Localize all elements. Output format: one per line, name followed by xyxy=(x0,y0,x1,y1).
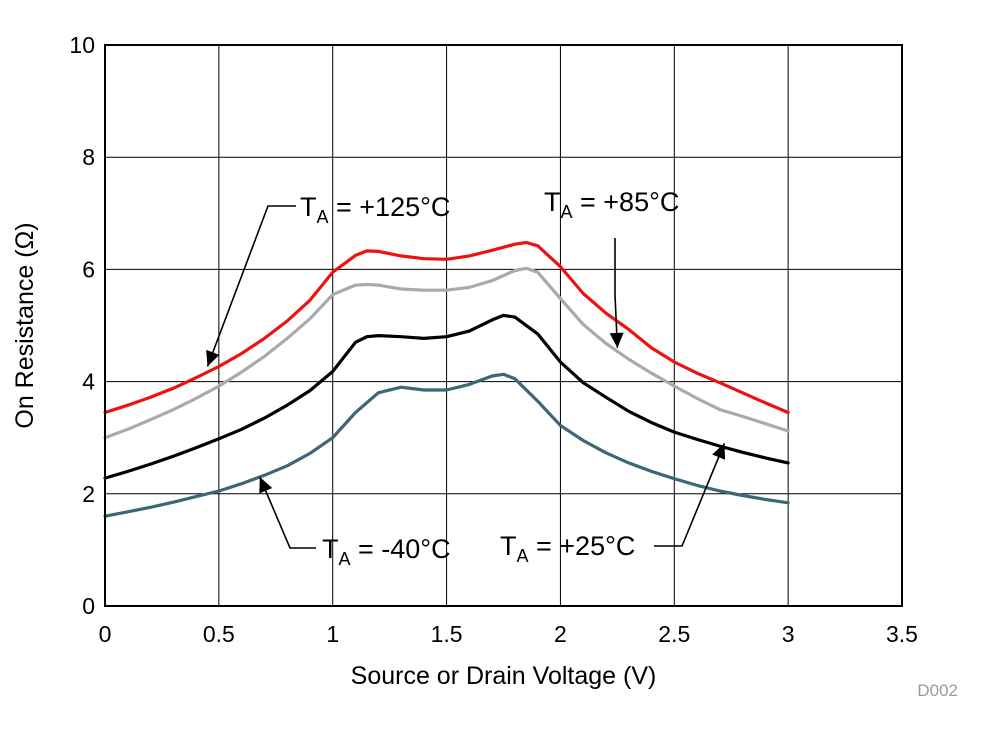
x-tick-label: 1 xyxy=(326,621,339,647)
series-line-ta-40-c xyxy=(103,372,790,518)
annotation-3: TA = -40°C xyxy=(259,476,451,569)
annotation-leader xyxy=(614,238,619,348)
y-tick-label: 0 xyxy=(82,593,95,619)
annotation-arrowhead xyxy=(609,332,624,348)
grid xyxy=(105,45,902,606)
x-tick-label: 3 xyxy=(782,621,795,647)
x-tick-label: 2.5 xyxy=(658,621,690,647)
y-tick-label: 6 xyxy=(82,256,95,282)
x-tick-label: 1.5 xyxy=(431,621,463,647)
annotation-arrowhead xyxy=(259,477,273,494)
annotation-leader xyxy=(259,476,316,549)
x-tick-label: 2 xyxy=(554,621,567,647)
y-tick-label: 2 xyxy=(82,481,95,507)
figure-id: D002 xyxy=(917,681,958,700)
annotation-label: TA = -40°C xyxy=(322,534,451,569)
annotation-arrowhead xyxy=(712,443,726,460)
annotation-label: TA = +125°C xyxy=(300,192,450,227)
annotations: TA = +125°C TA = +85°C TA = -40°C TA = +25°… xyxy=(206,187,726,569)
annotation-arrowhead xyxy=(206,349,220,367)
annotation-label: TA = +25°C xyxy=(500,531,635,566)
y-tick-label: 8 xyxy=(82,144,95,170)
series-line-ta-25-c xyxy=(103,313,790,480)
x-tick-labels: 0 0.5 1 1.5 2 2.5 3 3.5 xyxy=(99,621,918,647)
x-tick-label: 3.5 xyxy=(886,621,918,647)
x-tick-label: 0 xyxy=(99,621,112,647)
annotation-4: TA = +25°C xyxy=(500,442,726,566)
plot-frame xyxy=(104,44,903,607)
x-tick-label: 0.5 xyxy=(203,621,235,647)
annotation-leader xyxy=(206,205,296,367)
y-axis-title: On Resistance (Ω) xyxy=(11,222,39,428)
y-tick-label: 10 xyxy=(69,32,95,58)
series-layer xyxy=(103,240,790,518)
annotation-label: TA = +85°C xyxy=(544,187,679,222)
series-line-ta-125-c xyxy=(103,240,790,415)
x-axis-title: Source or Drain Voltage (V) xyxy=(351,662,657,690)
annotation-leader xyxy=(654,442,726,547)
y-tick-label: 4 xyxy=(82,369,95,395)
y-tick-labels: 0 2 4 6 8 10 xyxy=(69,32,95,619)
series-line-ta-85-c xyxy=(103,266,790,440)
annotation-1: TA = +125°C xyxy=(206,192,450,367)
annotation-2: TA = +85°C xyxy=(544,187,679,348)
